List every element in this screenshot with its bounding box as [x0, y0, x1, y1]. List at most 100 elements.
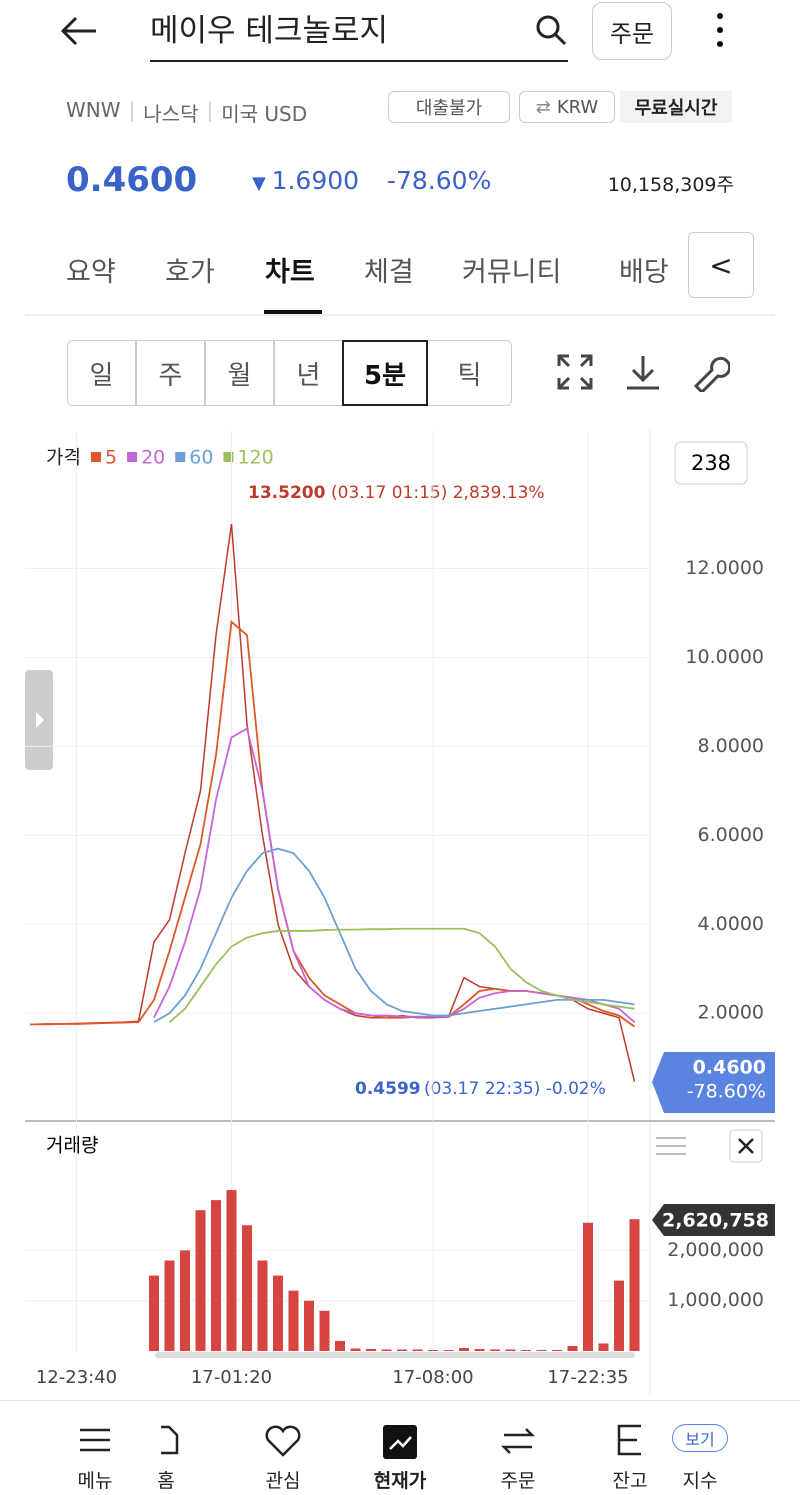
nav-item[interactable]: 잔고 — [612, 1470, 648, 1492]
tab-scroll-button[interactable]: < — [688, 232, 754, 298]
period-button[interactable]: 일 — [67, 340, 136, 406]
low-detail: (03.17 22:35) -0.02% — [424, 1079, 606, 1099]
y-tick-label: 2,000,000 — [667, 1239, 764, 1261]
volume-bar — [397, 1349, 407, 1351]
last-change: -78.60% — [687, 1081, 766, 1103]
period-button-active[interactable]: 5분 — [342, 340, 428, 406]
volume-bar — [242, 1225, 252, 1351]
expand-icon[interactable] — [555, 352, 595, 392]
menu-icon[interactable] — [656, 1137, 686, 1155]
currency: 미국 USD — [221, 102, 308, 126]
period-count: 238 — [691, 451, 731, 475]
y-tick-label: 12.0000 — [685, 557, 764, 579]
close-icon — [738, 1138, 754, 1154]
nav-icon — [161, 1425, 179, 1455]
nav-item[interactable]: 관심 — [265, 1470, 301, 1492]
legend: 가격 5 20 60 120 — [46, 447, 274, 469]
search-icon[interactable] — [533, 12, 569, 48]
current-price: 0.4600 — [66, 160, 198, 200]
x-tick-label: 12-23:40 — [36, 1367, 117, 1388]
series-line — [29, 523, 636, 1082]
volume-bar — [490, 1349, 500, 1351]
count-box[interactable] — [674, 441, 748, 485]
y-tick-label: 1,000,000 — [667, 1289, 764, 1311]
volume-bar — [583, 1222, 593, 1351]
volume-bar — [536, 1349, 547, 1351]
nav-item[interactable]: 메뉴 — [77, 1470, 113, 1492]
settings-icon[interactable] — [690, 352, 730, 392]
volume-bar — [273, 1275, 283, 1351]
legend-swatch — [223, 452, 234, 462]
volume-bar — [614, 1280, 624, 1351]
volume-bar — [304, 1300, 314, 1351]
nav-icon — [265, 1425, 301, 1457]
nav-badge[interactable]: 보기 — [672, 1424, 728, 1452]
change-percent: -78.60% — [387, 166, 492, 195]
legend-label: 20 — [141, 447, 165, 469]
low-label: 0.4599 — [355, 1079, 421, 1099]
chart-area: 238 가격 5 20 60 120 13.5200 (03.17 01:15) 2,8… — [25, 430, 775, 1395]
y-tick-label: 10.0000 — [685, 646, 764, 668]
nav-item-active[interactable]: 현재가 — [373, 1470, 427, 1492]
nav-item[interactable]: 주문 — [500, 1470, 536, 1492]
x-tick-label: 17-22:35 — [547, 1367, 628, 1388]
period-button[interactable]: 틱 — [427, 340, 512, 406]
volume-bar — [552, 1349, 562, 1351]
tab[interactable]: 배당 — [619, 257, 669, 288]
volume-bar — [428, 1349, 438, 1351]
badge: 대출불가 — [388, 91, 510, 123]
volume-bar — [164, 1260, 175, 1351]
currency-toggle[interactable]: ⇄ KRW — [519, 91, 615, 123]
legend-swatch — [175, 452, 186, 462]
period-button[interactable]: 주 — [136, 340, 205, 406]
tab[interactable]: 요약 — [66, 257, 116, 288]
trade-volume: 10,158,309주 — [607, 174, 734, 196]
volume-bar — [350, 1348, 361, 1351]
volume-bar — [257, 1260, 268, 1351]
nav-icon — [500, 1428, 536, 1454]
handle-arrow — [36, 712, 44, 728]
volume-bar — [505, 1349, 516, 1351]
price-change: ▼ 1.6900 — [252, 166, 360, 195]
last-price-box — [652, 1052, 775, 1113]
high-detail: (03.17 01:15) 2,839.13% — [331, 483, 545, 503]
period-button[interactable]: 월 — [205, 340, 274, 406]
volume-bar — [459, 1347, 469, 1351]
order-button[interactable]: 주문 — [592, 2, 672, 60]
legend-label: 5 — [105, 447, 117, 469]
nav-icon — [617, 1424, 641, 1456]
nav-icon — [383, 1425, 417, 1459]
download-icon[interactable] — [623, 352, 663, 392]
tab[interactable]: 커뮤니티 — [462, 257, 562, 288]
scroll-bar[interactable] — [155, 1352, 635, 1358]
volume-bar — [288, 1290, 299, 1351]
volume-bar — [381, 1349, 392, 1351]
more-icon[interactable] — [712, 10, 728, 50]
back-icon[interactable] — [58, 14, 100, 48]
series-line — [153, 727, 636, 1023]
legend-swatch — [127, 452, 138, 462]
volume-bar — [211, 1200, 221, 1351]
volume-bar — [335, 1340, 345, 1351]
tab[interactable]: 체결 — [364, 257, 414, 288]
tab-active[interactable]: 차트 — [265, 257, 315, 288]
series-line — [30, 620, 636, 1028]
tab-indicator — [264, 310, 322, 314]
period-button[interactable]: 년 — [274, 340, 343, 406]
volume-title: 거래량 — [46, 1135, 98, 1157]
price-axis-bg — [650, 430, 775, 1120]
tab[interactable]: 호가 — [165, 257, 215, 288]
stock-title[interactable]: 메이우 테크놀로지 — [150, 8, 568, 62]
nav-item[interactable]: 지수 — [650, 1466, 750, 1493]
x-tick-label: 17-01:20 — [191, 1367, 272, 1388]
legend-label: 120 — [237, 447, 273, 469]
volume-bar — [412, 1349, 423, 1351]
nav-icon — [80, 1428, 110, 1452]
volume-bar — [474, 1348, 485, 1351]
y-tick-label: 4.0000 — [698, 913, 764, 935]
legend-swatch — [90, 452, 101, 462]
volume-bar — [195, 1210, 206, 1351]
nav-item[interactable]: 홈 — [157, 1470, 175, 1492]
high-label: 13.5200 — [248, 483, 326, 503]
volume-bar — [629, 1219, 640, 1351]
